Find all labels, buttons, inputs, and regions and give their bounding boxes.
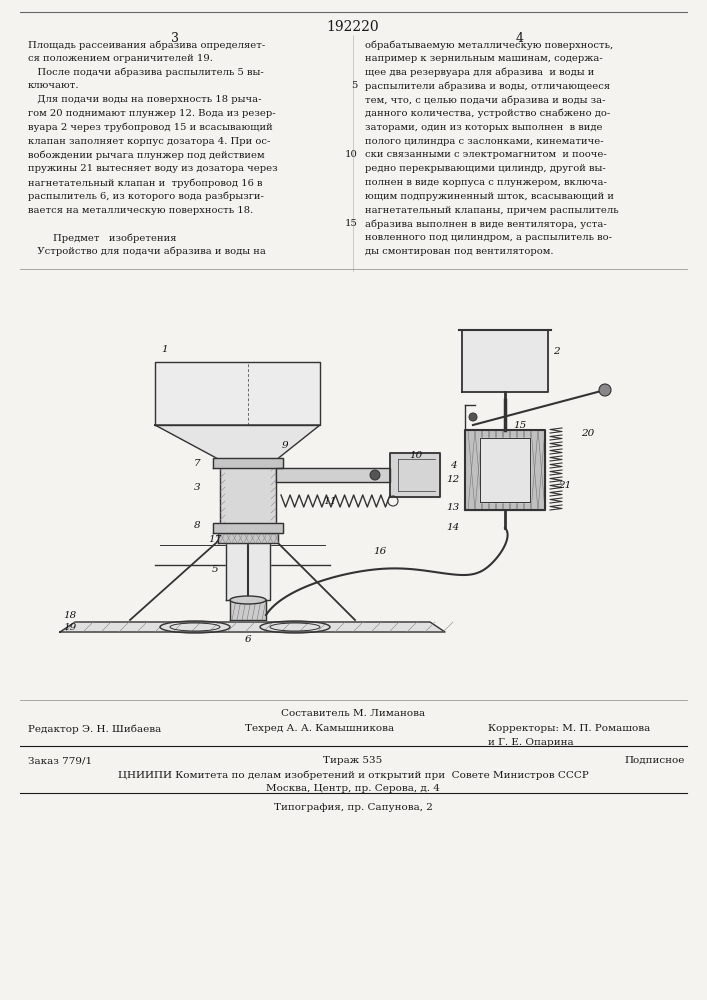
Text: редно перекрывающими цилиндр, другой вы-: редно перекрывающими цилиндр, другой вы- (365, 164, 606, 173)
Polygon shape (220, 460, 276, 530)
Ellipse shape (230, 596, 266, 604)
Text: Заказ 779/1: Заказ 779/1 (28, 756, 92, 765)
Polygon shape (213, 458, 283, 468)
Polygon shape (465, 430, 545, 510)
Text: 5: 5 (211, 566, 218, 574)
Text: 4: 4 (516, 32, 524, 45)
Text: ЦНИИПИ Комитета по делам изобретений и открытий при  Совете Министров СССР: ЦНИИПИ Комитета по делам изобретений и о… (117, 770, 588, 780)
Text: Устройство для подачи абразива и воды на: Устройство для подачи абразива и воды на (28, 247, 266, 256)
Text: 7: 7 (194, 458, 200, 468)
Text: 3: 3 (194, 484, 200, 492)
Text: вобождении рычага плунжер под действием: вобождении рычага плунжер под действием (28, 150, 264, 160)
Polygon shape (230, 600, 266, 620)
Text: 5: 5 (351, 81, 358, 90)
Polygon shape (462, 330, 548, 392)
Text: 10: 10 (409, 450, 423, 460)
Text: 15: 15 (513, 422, 527, 430)
Text: 12: 12 (446, 476, 460, 485)
Text: клапан заполняет корпус дозатора 4. При ос-: клапан заполняет корпус дозатора 4. При … (28, 137, 270, 146)
Circle shape (469, 413, 477, 421)
Text: ся положением ограничителей 19.: ся положением ограничителей 19. (28, 54, 213, 63)
Text: Тираж 535: Тираж 535 (323, 756, 382, 765)
Text: тем, что, с целью подачи абразива и воды за-: тем, что, с целью подачи абразива и воды… (365, 95, 605, 105)
Polygon shape (226, 535, 270, 600)
Text: нагнетательный клапан и  трубопровод 16 в: нагнетательный клапан и трубопровод 16 в (28, 178, 262, 188)
Text: 13: 13 (446, 504, 460, 512)
Text: 16: 16 (373, 548, 387, 556)
Polygon shape (60, 622, 445, 632)
Circle shape (599, 384, 611, 396)
Text: Предмет   изобретения: Предмет изобретения (28, 233, 177, 243)
Text: 14: 14 (446, 524, 460, 532)
Text: ющим подпружиненный шток, всасывающий и: ющим подпружиненный шток, всасывающий и (365, 192, 614, 201)
Text: Москва, Центр, пр. Серова, д. 4: Москва, Центр, пр. Серова, д. 4 (266, 784, 440, 793)
Text: 8: 8 (194, 522, 200, 530)
Text: 2: 2 (553, 348, 559, 357)
Text: Подписное: Подписное (624, 756, 685, 765)
Polygon shape (480, 438, 530, 502)
Text: 192220: 192220 (327, 20, 380, 34)
Text: 17: 17 (209, 536, 221, 544)
Text: ски связанными с электромагнитом  и пооче-: ски связанными с электромагнитом и пооче… (365, 150, 607, 159)
Text: нагнетательный клапаны, причем распылитель: нагнетательный клапаны, причем распылите… (365, 206, 619, 215)
Text: пружины 21 вытесняет воду из дозатора через: пружины 21 вытесняет воду из дозатора че… (28, 164, 278, 173)
Polygon shape (276, 468, 390, 482)
Text: 9: 9 (281, 442, 288, 450)
Polygon shape (218, 533, 278, 543)
Text: данного количества, устройство снабжено до-: данного количества, устройство снабжено … (365, 109, 610, 118)
Text: 19: 19 (64, 624, 76, 633)
Polygon shape (155, 362, 320, 425)
Text: абразива выполнен в виде вентилятора, уста-: абразива выполнен в виде вентилятора, ус… (365, 219, 607, 229)
Text: заторами, один из которых выполнен  в виде: заторами, один из которых выполнен в вид… (365, 123, 602, 132)
Text: Техред А. А. Камышникова: Техред А. А. Камышникова (245, 724, 394, 733)
Polygon shape (390, 453, 440, 497)
Text: 21: 21 (559, 481, 572, 489)
Text: 3: 3 (171, 32, 179, 45)
Text: например к зернильным машинам, содержа-: например к зернильным машинам, содержа- (365, 54, 603, 63)
Text: Для подачи воды на поверхность 18 рыча-: Для подачи воды на поверхность 18 рыча- (28, 95, 262, 104)
Text: 1: 1 (162, 344, 168, 354)
Text: Корректоры: М. П. Ромашова: Корректоры: М. П. Ромашова (488, 724, 650, 733)
Text: 10: 10 (345, 150, 358, 159)
Text: 20: 20 (581, 430, 595, 438)
Text: 15: 15 (345, 219, 358, 228)
Text: и Г. Е. Опарина: и Г. Е. Опарина (488, 738, 573, 747)
Text: 6: 6 (245, 636, 251, 645)
Text: Площадь рассеивания абразива определяет-: Площадь рассеивания абразива определяет- (28, 40, 265, 49)
Text: гом 20 поднимают плунжер 12. Вода из резер-: гом 20 поднимают плунжер 12. Вода из рез… (28, 109, 276, 118)
Text: Составитель М. Лиманова: Составитель М. Лиманова (281, 709, 425, 718)
Text: обрабатываемую металлическую поверхность,: обрабатываемую металлическую поверхность… (365, 40, 613, 49)
Text: 11: 11 (323, 497, 337, 506)
Text: ды смонтирован под вентилятором.: ды смонтирован под вентилятором. (365, 247, 554, 256)
Text: распылители абразива и воды, отличающееся: распылители абразива и воды, отличающеес… (365, 81, 610, 91)
Text: 18: 18 (64, 610, 76, 619)
Text: вается на металлическую поверхность 18.: вается на металлическую поверхность 18. (28, 206, 253, 215)
Polygon shape (213, 523, 283, 533)
Text: После подачи абразива распылитель 5 вы-: После подачи абразива распылитель 5 вы- (28, 68, 264, 77)
Text: полого цилиндра с заслонками, кинематиче-: полого цилиндра с заслонками, кинематиче… (365, 137, 604, 146)
Text: вуара 2 через трубопровод 15 и всасывающий: вуара 2 через трубопровод 15 и всасывающ… (28, 123, 273, 132)
Text: новленного под цилиндром, а распылитель во-: новленного под цилиндром, а распылитель … (365, 233, 612, 242)
Text: Редактор Э. Н. Шибаева: Редактор Э. Н. Шибаева (28, 724, 161, 734)
Text: Типография, пр. Сапунова, 2: Типография, пр. Сапунова, 2 (274, 803, 433, 812)
Text: полнен в виде корпуса с плунжером, включа-: полнен в виде корпуса с плунжером, включ… (365, 178, 607, 187)
Circle shape (370, 470, 380, 480)
Text: ключают.: ключают. (28, 81, 79, 90)
Polygon shape (155, 425, 320, 460)
Text: щее два резервуара для абразива  и воды и: щее два резервуара для абразива и воды и (365, 68, 595, 77)
Text: распылитель 6, из которого вода разбрызги-: распылитель 6, из которого вода разбрызг… (28, 192, 264, 201)
Text: 4: 4 (450, 460, 456, 470)
